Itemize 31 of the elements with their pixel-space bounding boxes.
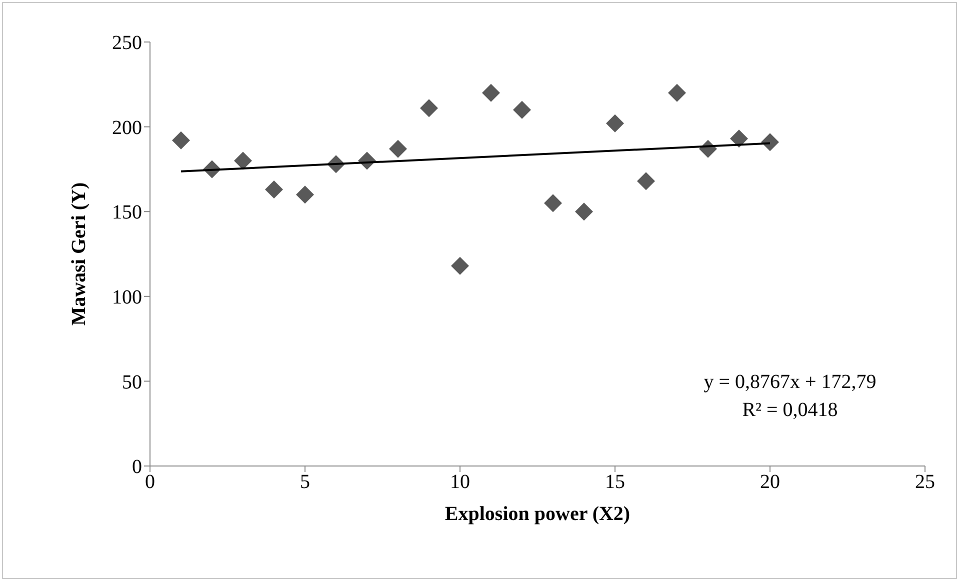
y-tick-label: 100 (112, 286, 142, 308)
point (234, 152, 252, 170)
point (389, 140, 407, 158)
annotation: R² = 0,0418 (741, 398, 839, 423)
point (482, 84, 500, 102)
annotation: y = 0,8767x + 172,79 (702, 370, 878, 395)
point (730, 130, 748, 148)
point (420, 99, 438, 118)
point (513, 100, 531, 119)
y-tick-label: 0 (132, 456, 142, 478)
y-tick-label: 150 (112, 202, 142, 224)
point (668, 84, 686, 102)
point (606, 114, 624, 132)
point (761, 133, 779, 152)
x-tick-label: 10 (450, 471, 470, 494)
point (575, 202, 593, 221)
point (265, 180, 283, 199)
x-axis-title: Explosion power (X2) (444, 503, 630, 525)
point (544, 194, 562, 212)
point (296, 186, 314, 204)
point (172, 131, 190, 150)
y-axis-title: Mawasi Geri (Y) (68, 182, 90, 326)
y-tick-label: 200 (112, 116, 142, 139)
x-tick-label: 20 (760, 471, 780, 494)
y-tick-label: 250 (112, 32, 142, 54)
y-tick-label: 50 (122, 371, 142, 394)
x-tick-label: 5 (300, 471, 310, 494)
x-tick-label: 15 (605, 471, 625, 494)
point (451, 256, 469, 275)
point (637, 172, 655, 190)
x-tick-label: 25 (915, 471, 935, 494)
